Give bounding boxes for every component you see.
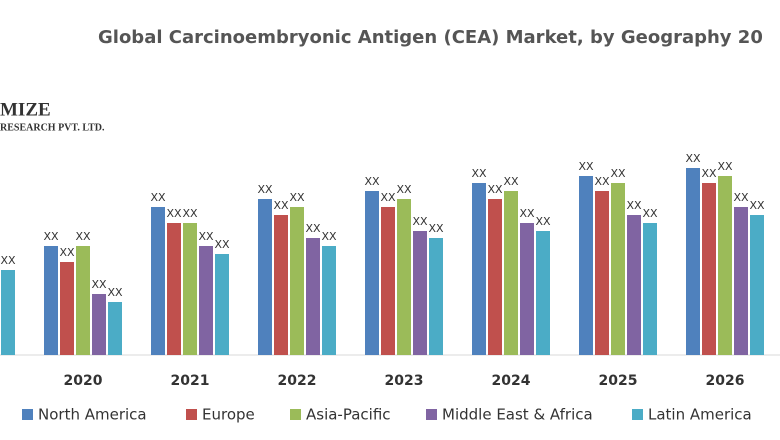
value-label: XX xyxy=(685,152,701,165)
value-label: XX xyxy=(380,191,396,204)
bar xyxy=(322,246,336,355)
bar xyxy=(215,254,229,355)
bar xyxy=(397,199,411,355)
bar xyxy=(108,302,122,355)
value-label: XX xyxy=(412,215,428,228)
value-label: XX xyxy=(214,238,230,251)
bar xyxy=(611,183,625,355)
legend-label: Europe xyxy=(202,406,255,424)
chart-title: Global Carcinoembryonic Antigen (CEA) Ma… xyxy=(98,27,763,48)
value-label: XX xyxy=(107,286,123,299)
bar xyxy=(413,231,427,355)
legend-swatch xyxy=(632,409,643,420)
logo-sub: RESEARCH PVT. LTD. xyxy=(0,122,105,133)
legend-swatch xyxy=(426,409,437,420)
x-tick-label: 2024 xyxy=(492,373,531,389)
legend-label: North America xyxy=(38,406,147,424)
x-tick-label: 2022 xyxy=(278,373,317,389)
bar xyxy=(151,207,165,355)
value-label: XX xyxy=(364,175,380,188)
legend-label: Asia-Pacific xyxy=(306,406,391,424)
value-label: XX xyxy=(321,230,337,243)
bar xyxy=(595,191,609,355)
value-label: XX xyxy=(166,207,182,220)
value-label: XX xyxy=(701,167,717,180)
value-label: XX xyxy=(626,199,642,212)
value-label: XX xyxy=(289,191,305,204)
legend-label: Latin America xyxy=(648,406,752,424)
bar xyxy=(579,176,593,355)
bar xyxy=(627,215,641,355)
value-label: XX xyxy=(535,215,551,228)
bar xyxy=(274,215,288,355)
value-label: XX xyxy=(471,167,487,180)
value-label: XX xyxy=(717,160,733,173)
value-label: XX xyxy=(305,222,321,235)
value-label: XX xyxy=(487,183,503,196)
bar xyxy=(520,223,534,355)
value-label: XX xyxy=(749,199,765,212)
bar xyxy=(199,246,213,355)
bar xyxy=(718,176,732,355)
value-label: XX xyxy=(75,230,91,243)
legend-label: Middle East & Africa xyxy=(442,406,593,424)
value-label: XX xyxy=(43,230,59,243)
x-tick-label: 2021 xyxy=(171,373,210,389)
x-tick-label: 2023 xyxy=(385,373,424,389)
logo: MIZE xyxy=(0,99,51,120)
bar xyxy=(306,238,320,355)
bar xyxy=(686,168,700,355)
x-tick-label: 2020 xyxy=(64,373,103,389)
legend-swatch xyxy=(186,409,197,420)
bar xyxy=(536,231,550,355)
bar xyxy=(643,223,657,355)
x-tick-label: 2026 xyxy=(706,373,745,389)
value-label: XX xyxy=(273,199,289,212)
value-label: XX xyxy=(182,207,198,220)
bar xyxy=(734,207,748,355)
bar xyxy=(429,238,443,355)
bar xyxy=(290,207,304,355)
value-label: XX xyxy=(594,175,610,188)
bar xyxy=(258,199,272,355)
value-label: XX xyxy=(198,230,214,243)
value-label: XX xyxy=(428,222,444,235)
bar xyxy=(183,223,197,355)
bar xyxy=(381,207,395,355)
value-label: XX xyxy=(578,160,594,173)
legend-swatch xyxy=(290,409,301,420)
value-label: XX xyxy=(0,254,16,267)
legend-swatch xyxy=(22,409,33,420)
value-label: XX xyxy=(503,175,519,188)
bar xyxy=(472,183,486,355)
bar xyxy=(1,270,15,355)
bar xyxy=(488,199,502,355)
bar xyxy=(92,294,106,355)
bar xyxy=(702,183,716,355)
value-label: XX xyxy=(519,207,535,220)
value-label: XX xyxy=(150,191,166,204)
value-label: XX xyxy=(257,183,273,196)
bar xyxy=(44,246,58,355)
value-label: XX xyxy=(642,207,658,220)
x-tick-label: 2025 xyxy=(599,373,638,389)
bar xyxy=(365,191,379,355)
value-label: XX xyxy=(733,191,749,204)
bar xyxy=(60,262,74,355)
value-label: XX xyxy=(91,278,107,291)
bar xyxy=(504,191,518,355)
value-label: XX xyxy=(396,183,412,196)
bar xyxy=(167,223,181,355)
bar xyxy=(76,246,90,355)
bar xyxy=(750,215,764,355)
value-label: XX xyxy=(610,167,626,180)
value-label: XX xyxy=(59,246,75,259)
